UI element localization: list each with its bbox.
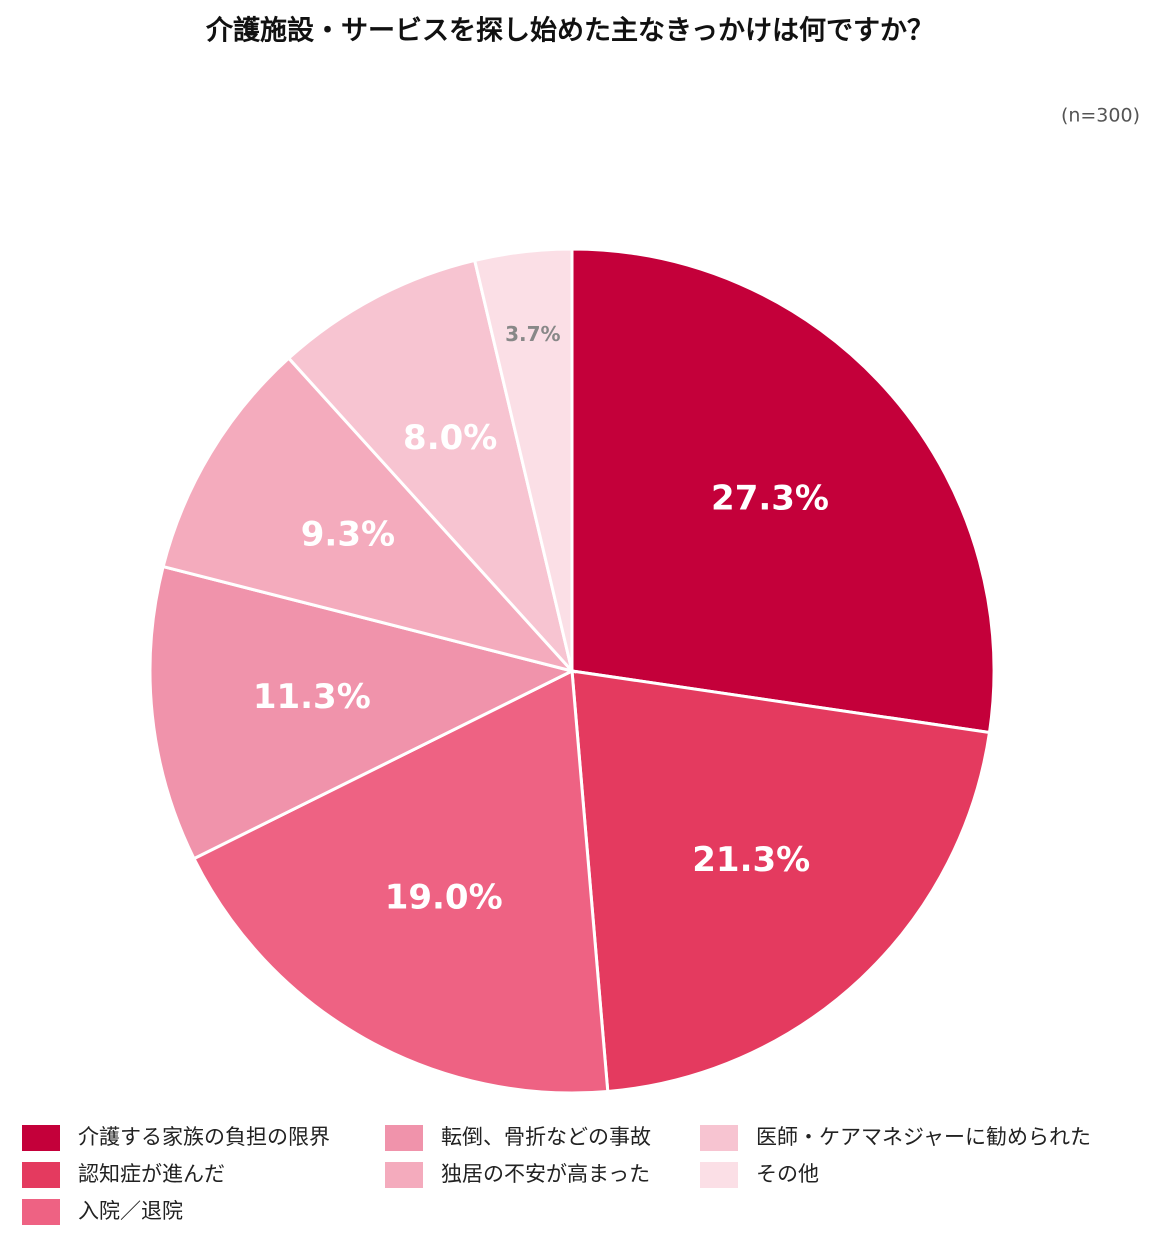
value-label: 19.0% [385, 878, 503, 918]
legend-label: 転倒、骨折などの事故 [441, 1125, 651, 1149]
value-label: 11.3% [253, 677, 371, 717]
legend-swatch [22, 1125, 60, 1151]
legend-swatch [700, 1162, 738, 1188]
pie-slice [286, 258, 574, 673]
legend-swatch [385, 1162, 423, 1188]
pie: 27.3% 21.3% 19.0% 11.3% 9.3% 8.0% 3.7% [148, 247, 996, 1095]
chart-subtitle: (n=300) [1061, 105, 1140, 127]
pie-slice [472, 247, 574, 672]
pie-slice [161, 356, 577, 674]
value-label: 9.3% [301, 514, 395, 554]
legend-swatch [22, 1162, 60, 1188]
pie-slice [148, 564, 577, 861]
legend-swatch [385, 1125, 423, 1151]
legend-label: 認知症が進んだ [78, 1162, 225, 1186]
value-label: 21.3% [692, 840, 810, 880]
legend-swatch [700, 1125, 738, 1151]
legend-swatch [22, 1199, 60, 1225]
chart-title: 介護施設・サービスを探し始めた主なきっかけは何ですか？ [205, 15, 934, 47]
legend-label: 独居の不安が高まった [441, 1162, 650, 1186]
legend-label: 入院／退院 [78, 1199, 183, 1223]
pie-slice [570, 247, 996, 735]
value-label: 3.7% [505, 322, 560, 346]
legend-label: その他 [756, 1162, 819, 1186]
value-label: 8.0% [403, 418, 497, 458]
pie-slice [191, 668, 610, 1095]
legend-label: 医師・ケアマネジャーに勧められた [756, 1125, 1091, 1149]
value-label: 27.3% [711, 479, 829, 519]
pie-slice [570, 669, 992, 1094]
legend-label: 介護する家族の負担の限界 [78, 1125, 330, 1149]
